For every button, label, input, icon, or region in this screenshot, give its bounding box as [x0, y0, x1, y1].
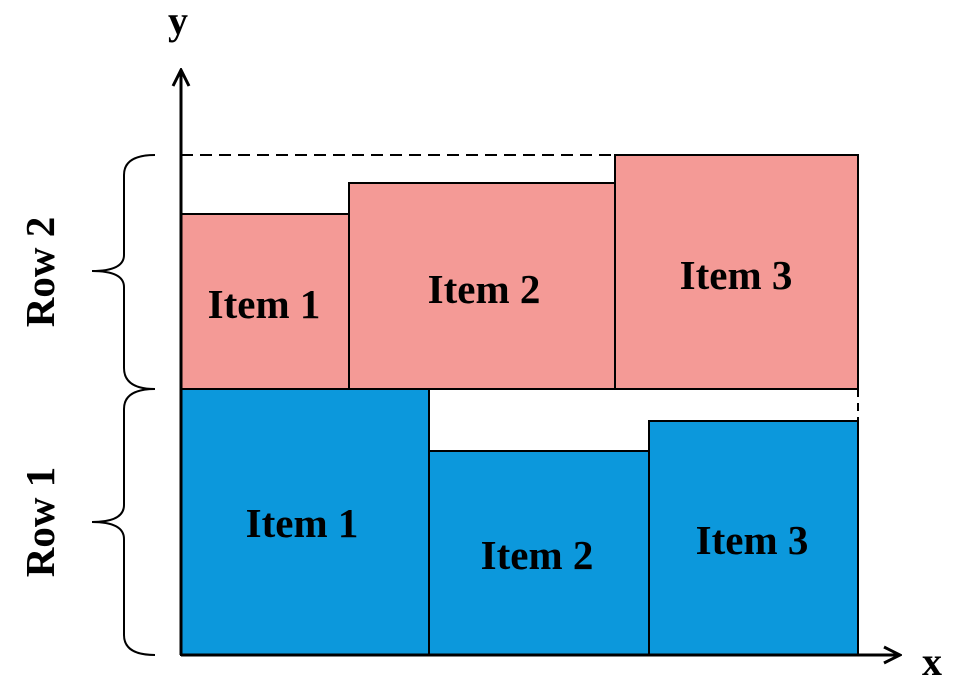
row-2: Item 1 Item 2 Item 3 — [180, 154, 859, 390]
row2-item1-label: Item 1 — [208, 281, 321, 327]
row-1: Item 1 Item 2 Item 3 — [180, 388, 859, 656]
row2-item2-label: Item 2 — [428, 266, 541, 312]
row1-brace — [91, 388, 156, 656]
row2-item3-box — [614, 154, 859, 390]
row1-item1-label: Item 1 — [246, 500, 359, 546]
row2-item3-label: Item 3 — [680, 252, 793, 298]
row1-item3-box — [648, 420, 859, 656]
row1-item3-label: Item 3 — [696, 517, 809, 563]
row2-brace — [91, 154, 156, 390]
y-axis-label: y — [168, 0, 188, 43]
row1-label: Row 1 — [17, 467, 63, 577]
x-axis-label: x — [922, 639, 942, 684]
row2-item2-box — [348, 182, 616, 390]
row2-label: Row 2 — [17, 217, 63, 327]
row1-item2-label: Item 2 — [481, 532, 594, 578]
